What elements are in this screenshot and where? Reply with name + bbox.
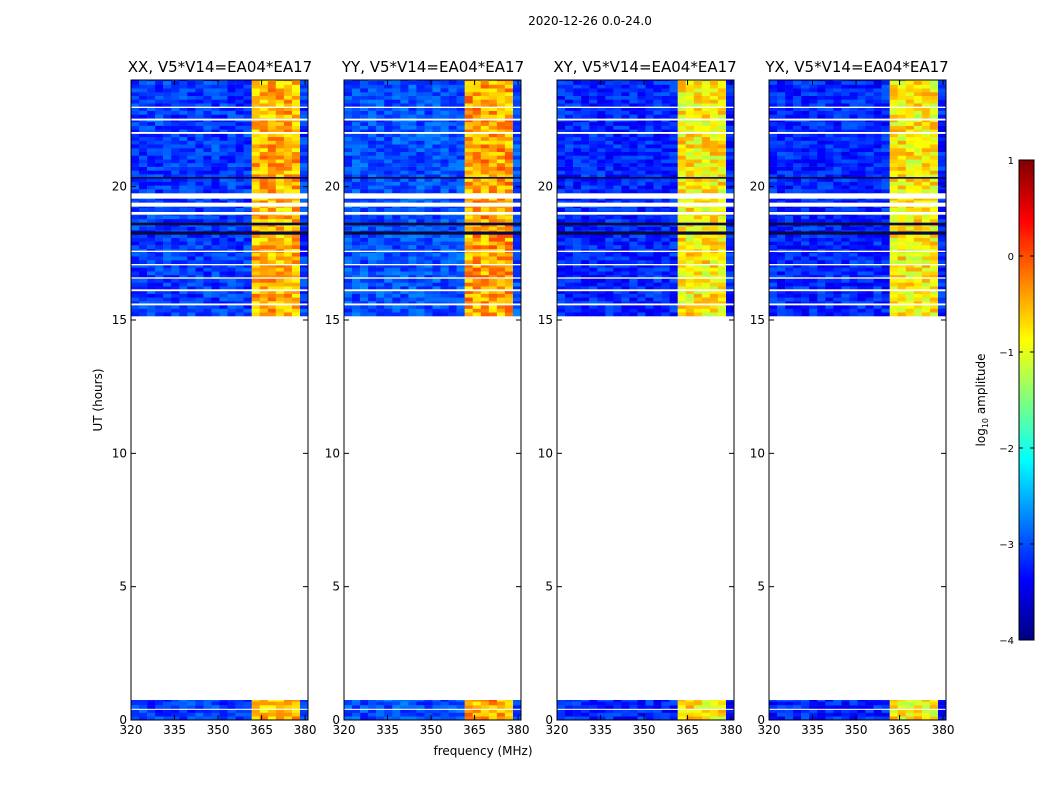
x-tick-label: 320: [758, 723, 781, 737]
heatmap-block: [769, 80, 947, 317]
panel-frame: [556, 79, 735, 721]
y-tick-label: 20: [538, 180, 553, 194]
x-tick-label: 335: [163, 723, 186, 737]
y-tick-label: 15: [112, 313, 127, 327]
colorbar-tick-label: 0: [1008, 252, 1014, 263]
panel-title-xy: XY, V5*V14=EA04*EA17: [553, 58, 737, 76]
panel-xx: 0 5 10 15 20 320 335 350 365 380: [112, 79, 317, 737]
y-tick-label: 15: [538, 313, 553, 327]
y-tick-label: 10: [112, 446, 127, 460]
x-tick-label: 350: [207, 723, 230, 737]
heatmap-block: [344, 700, 522, 721]
y-tick-label: 20: [325, 180, 340, 194]
x-tick-label: 380: [507, 723, 530, 737]
y-tick-label: 15: [750, 313, 765, 327]
x-tick-label: 365: [250, 723, 273, 737]
x-tick-label: 380: [932, 723, 955, 737]
x-tick-label: 380: [720, 723, 743, 737]
panel-title-xx: XX, V5*V14=EA04*EA17: [127, 58, 313, 76]
y-tick-label: 5: [119, 580, 127, 594]
y-tick-label: 20: [112, 180, 127, 194]
x-tick-label: 350: [845, 723, 868, 737]
y-tick-label: 5: [332, 580, 340, 594]
colorbar: 1 0 −1 −2 −3 −4: [999, 156, 1035, 647]
y-tick-label: 15: [325, 313, 340, 327]
panel-title-yx: YX, V5*V14=EA04*EA17: [765, 58, 949, 76]
heatmap-block: [557, 80, 735, 317]
colorbar-tick-label: −2: [999, 444, 1014, 455]
x-tick-label: 320: [546, 723, 569, 737]
x-tick-label: 350: [633, 723, 656, 737]
y-tick-label: 0: [545, 713, 553, 727]
heatmap-block: [131, 80, 309, 317]
y-tick-label: 10: [750, 446, 765, 460]
colorbar-gradient: [1018, 159, 1035, 641]
x-tick-label: 320: [120, 723, 143, 737]
y-tick-label: 10: [325, 446, 340, 460]
figure-title: 2020-12-26 0.0-24.0: [528, 14, 652, 28]
x-tick-label: 320: [333, 723, 356, 737]
x-tick-label: 380: [294, 723, 317, 737]
x-tick-label: 350: [420, 723, 443, 737]
colorbar-tick-label: −1: [999, 348, 1014, 359]
panel-frame: [130, 79, 309, 721]
x-axis-label: frequency (MHz): [433, 744, 533, 758]
panel-frame: [768, 79, 947, 721]
heatmap-block: [769, 700, 947, 721]
heatmap-block: [131, 700, 309, 721]
y-tick-label: 0: [332, 713, 340, 727]
x-tick-label: 365: [888, 723, 911, 737]
y-tick-label: 0: [757, 713, 765, 727]
x-tick-label: 335: [589, 723, 612, 737]
x-tick-label: 335: [376, 723, 399, 737]
x-tick-label: 365: [676, 723, 699, 737]
panel-xy: 0 5 10 15 20 320 335 350 365 380: [538, 79, 743, 737]
y-tick-label: 5: [545, 580, 553, 594]
heatmap-block: [557, 700, 735, 721]
panel-yx: 0 5 10 15 20 320 335 350 365 380: [750, 79, 955, 737]
colorbar-tick-label: −3: [999, 540, 1014, 551]
colorbar-tick-label: −4: [999, 636, 1014, 647]
y-tick-label: 5: [757, 580, 765, 594]
y-tick-label: 0: [119, 713, 127, 727]
panel-yy: 0 5 10 15 20 320 335 350 365 380: [325, 79, 530, 737]
heatmap-block: [344, 80, 522, 317]
y-tick-label: 10: [538, 446, 553, 460]
x-tick-label: 335: [801, 723, 824, 737]
panel-frame: [343, 79, 522, 721]
x-tick-label: 365: [463, 723, 486, 737]
colorbar-tick-label: 1: [1008, 156, 1014, 167]
y-tick-label: 20: [750, 180, 765, 194]
panel-title-yy: YY, V5*V14=EA04*EA17: [341, 58, 525, 76]
